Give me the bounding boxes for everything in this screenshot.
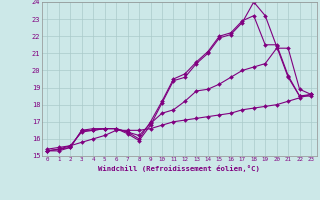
X-axis label: Windchill (Refroidissement éolien,°C): Windchill (Refroidissement éolien,°C) — [98, 165, 260, 172]
